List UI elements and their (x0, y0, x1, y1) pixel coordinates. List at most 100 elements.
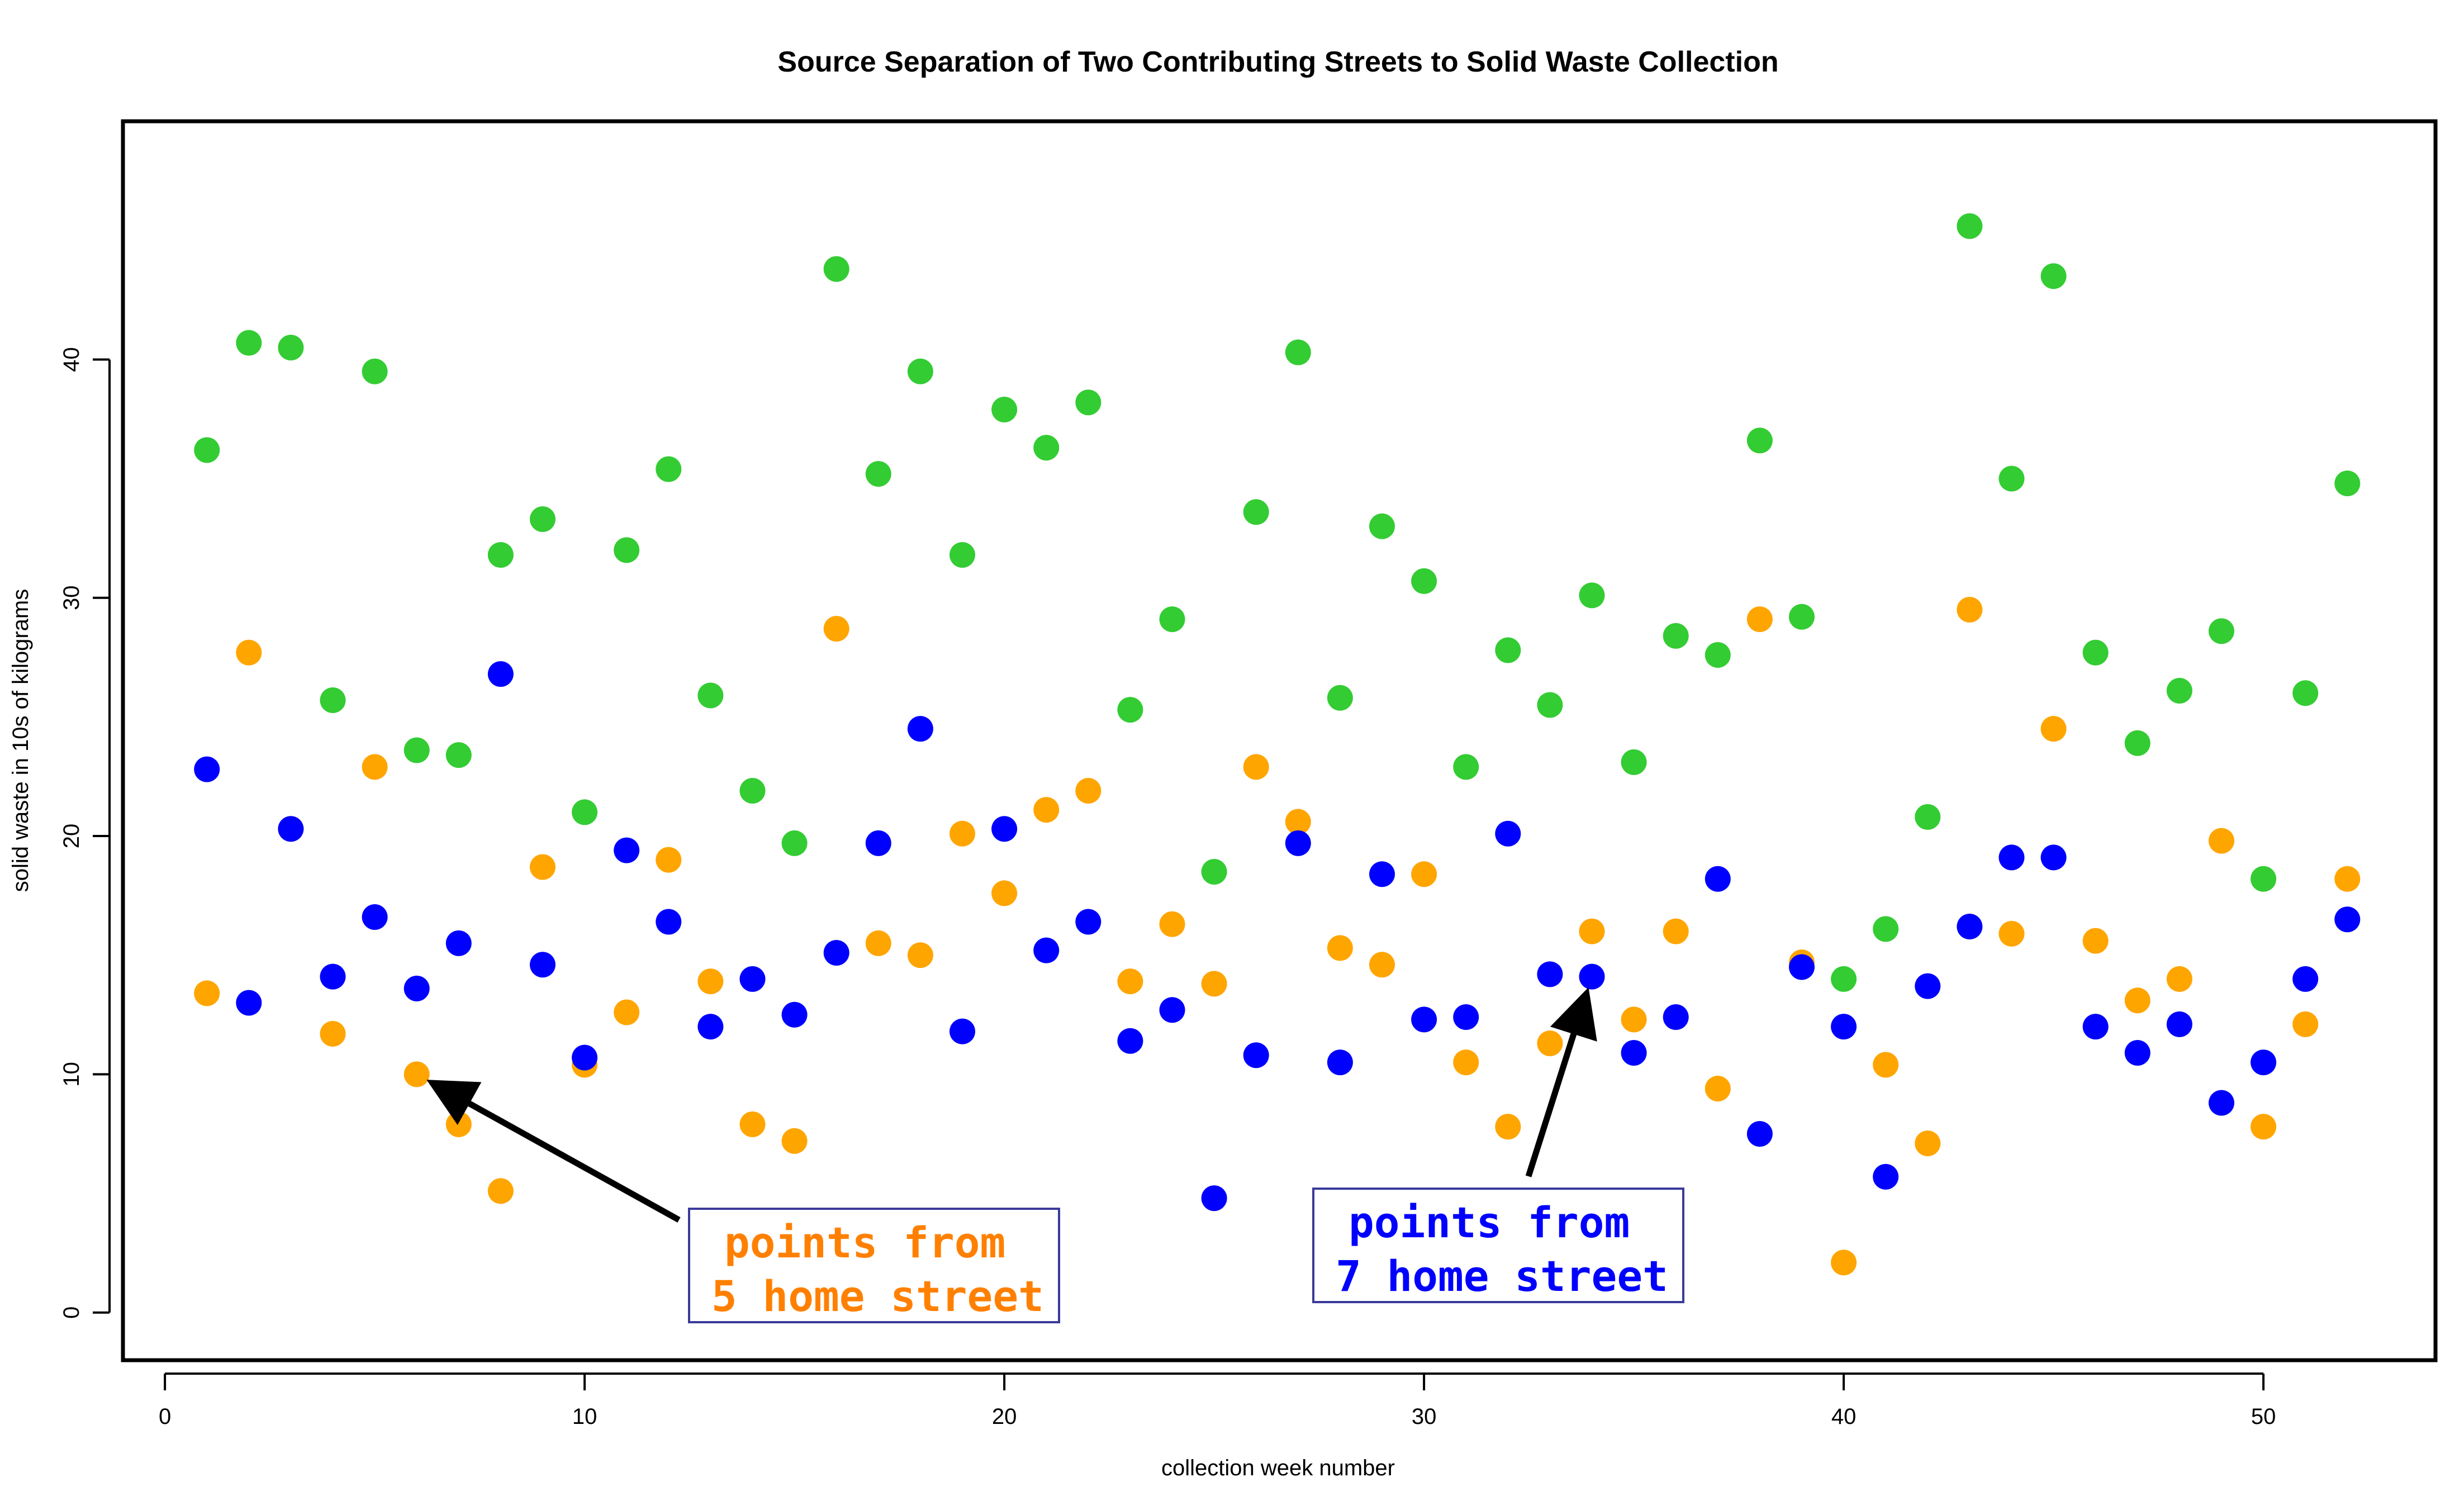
point-5-home-street (614, 999, 640, 1025)
point-total (1327, 685, 1353, 711)
point-5-home-street (1411, 861, 1437, 887)
point-5-home-street (1873, 1052, 1899, 1078)
point-7-home-street (697, 1014, 724, 1040)
point-7-home-street (362, 904, 388, 930)
point-5-home-street (194, 980, 220, 1006)
point-7-home-street (2040, 844, 2067, 871)
point-5-home-street (1369, 952, 1395, 978)
y-axis: 0 10 20 30 40 (59, 347, 111, 1319)
point-5-home-street (1033, 797, 1060, 823)
point-total (1957, 213, 1983, 239)
point-7-home-street (1663, 1004, 1689, 1030)
point-7-home-street (1788, 954, 1815, 980)
point-total (1873, 916, 1899, 942)
point-total (2208, 618, 2234, 644)
point-5-home-street (236, 639, 262, 666)
data-points (194, 213, 2361, 1276)
point-total (865, 460, 891, 487)
point-5-home-street (1746, 606, 1773, 633)
point-total (739, 778, 766, 804)
point-5-home-street (823, 616, 849, 642)
point-7-home-street (614, 837, 640, 863)
annotation-text-5-home-street-line1: points from (724, 1218, 1005, 1267)
point-total (1537, 692, 1563, 718)
annotation-text-7-home-street-line2: 7 home street (1336, 1251, 1668, 1301)
point-5-home-street (487, 1178, 514, 1204)
point-total (1453, 754, 1479, 780)
point-total (949, 542, 975, 568)
point-5-home-street (1075, 778, 1102, 804)
point-7-home-street (236, 990, 262, 1016)
y-tick-label: 20 (59, 824, 84, 849)
point-total (529, 506, 556, 532)
point-7-home-street (403, 975, 430, 1001)
point-5-home-street (656, 847, 682, 873)
point-5-home-street (1453, 1049, 1479, 1076)
point-5-home-street (781, 1128, 808, 1154)
point-total (1831, 966, 1857, 992)
point-5-home-street (2124, 987, 2150, 1014)
x-axis-label: collection week number (1161, 1456, 1395, 1480)
point-7-home-street (1831, 1014, 1857, 1040)
point-7-home-street (739, 966, 766, 992)
point-7-home-street (2082, 1014, 2109, 1040)
x-tick-label: 30 (1412, 1404, 1437, 1429)
point-total (823, 256, 849, 282)
annotation-arrow-7-home-street (1525, 987, 1597, 1177)
point-total (1285, 339, 1311, 365)
x-tick-label: 50 (2251, 1404, 2276, 1429)
point-5-home-street (1117, 968, 1143, 995)
y-tick-label: 30 (59, 585, 84, 610)
point-total (2124, 730, 2150, 756)
annotation-text-7-home-street-line1: points from (1349, 1198, 1630, 1247)
point-7-home-street (1117, 1028, 1143, 1054)
annotation-box-5-home-street (688, 1208, 1060, 1323)
point-total (1705, 642, 1731, 668)
point-5-home-street (2040, 716, 2067, 742)
x-tick-label: 20 (992, 1404, 1017, 1429)
point-7-home-street (194, 756, 220, 782)
point-7-home-street (991, 816, 1018, 842)
point-5-home-street (1579, 918, 1605, 944)
point-5-home-street (362, 754, 388, 780)
point-total (1411, 568, 1437, 594)
point-7-home-street (2166, 1011, 2192, 1037)
point-7-home-street (865, 830, 891, 856)
point-total (907, 358, 933, 384)
point-total (1117, 697, 1143, 723)
point-5-home-street (403, 1061, 430, 1087)
point-5-home-street (1201, 971, 1227, 997)
point-5-home-street (2251, 1114, 2277, 1140)
point-total (1915, 804, 1941, 830)
point-7-home-street (1033, 937, 1060, 963)
annotation-box-7-home-street (1312, 1188, 1684, 1303)
point-7-home-street (1537, 961, 1563, 987)
point-7-home-street (572, 1044, 598, 1071)
point-7-home-street (2334, 906, 2361, 933)
point-total (320, 687, 346, 714)
point-5-home-street (2334, 866, 2361, 892)
point-total (697, 682, 724, 709)
point-total (362, 358, 388, 384)
point-total (1998, 466, 2025, 492)
point-5-home-street (2082, 928, 2109, 954)
point-total (1159, 606, 1185, 633)
point-5-home-street (1621, 1006, 1647, 1033)
point-5-home-street (1831, 1250, 1857, 1276)
point-5-home-street (991, 880, 1018, 906)
point-7-home-street (278, 816, 304, 842)
point-total (1621, 749, 1647, 775)
point-7-home-street (1705, 866, 1731, 892)
point-7-home-street (1201, 1185, 1227, 1212)
y-tick-label: 0 (59, 1307, 84, 1319)
point-7-home-street (2251, 1049, 2277, 1076)
point-total (656, 456, 682, 482)
point-7-home-street (1621, 1040, 1647, 1066)
point-5-home-street (1957, 597, 1983, 623)
point-7-home-street (1369, 861, 1395, 887)
point-total (1033, 435, 1060, 461)
point-total (781, 830, 808, 856)
y-tick-label: 40 (59, 347, 84, 372)
x-tick-label: 40 (1831, 1404, 1857, 1429)
point-total (1788, 604, 1815, 630)
